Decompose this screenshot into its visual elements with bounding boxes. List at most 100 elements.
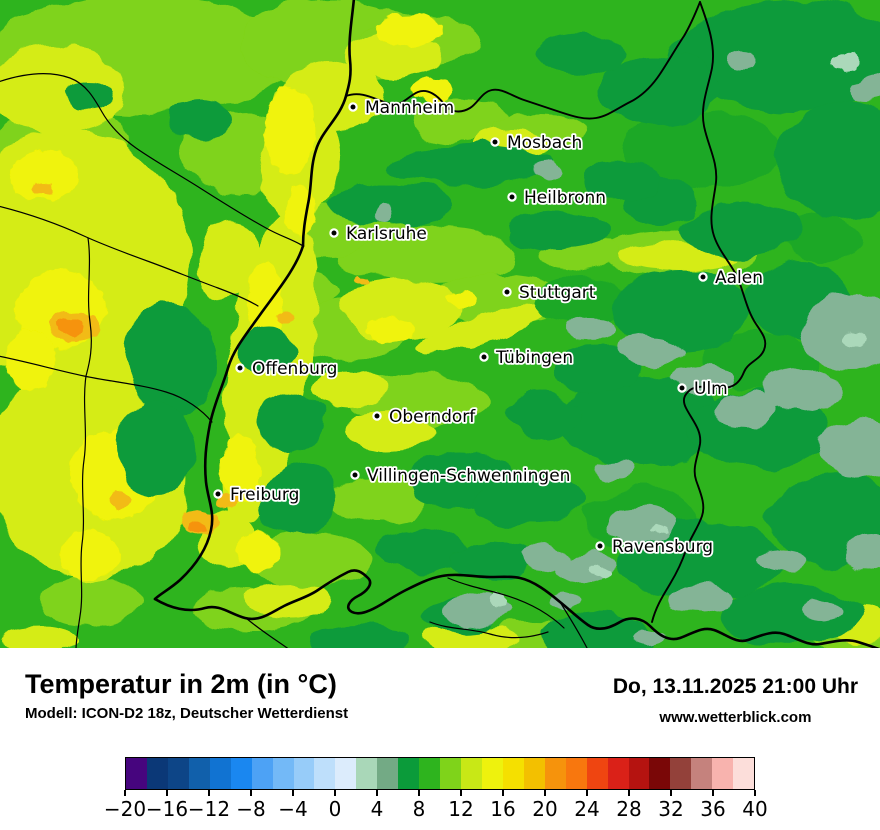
legend-color-segment: [461, 758, 482, 789]
legend-tickmark: [754, 790, 756, 796]
legend-tick-label: −20: [103, 797, 147, 821]
legend-color-segment: [230, 758, 252, 789]
city-label: Ravensburg: [612, 537, 713, 557]
northern-state-border: [345, 1, 701, 120]
french-dept-border-2: [0, 355, 213, 423]
legend-tickmark: [628, 790, 630, 796]
legend-color-segment: [733, 758, 755, 789]
city-dot: [235, 363, 245, 373]
model-subtitle: Modell: ICON-D2 18z, Deutscher Wetterdie…: [25, 705, 349, 723]
city-dot: [348, 102, 358, 112]
forecast-datetime: Do, 13.11.2025 21:00 Uhr: [612, 675, 858, 698]
city-dot: [490, 137, 500, 147]
city-marker-heilbronn: Heilbronn: [507, 186, 608, 210]
city-label: Karlsruhe: [346, 224, 427, 244]
city-dot: [350, 470, 360, 480]
legend-colorbar: [125, 757, 755, 790]
french-dept-border-4: [75, 237, 92, 651]
city-dot: [479, 352, 489, 362]
legend-tick-label: 12: [448, 797, 474, 821]
legend-tickmark: [292, 790, 294, 796]
french-dept-border-3: [0, 73, 304, 247]
legend-tickmark: [670, 790, 672, 796]
swiss-austrian-border: [153, 569, 880, 651]
legend-tickmark: [544, 790, 546, 796]
city-label: Aalen: [715, 268, 763, 288]
legend-color-segment: [398, 758, 420, 789]
legend-tick-label: 4: [370, 797, 384, 821]
title-block: Temperatur in 2m (in °C) Modell: ICON-D2…: [25, 669, 349, 723]
city-marker-ravensburg: Ravensburg: [595, 535, 715, 559]
legend-tickmark: [124, 790, 126, 796]
legend-tickmark: [502, 790, 504, 796]
legend-tick-label: 0: [328, 797, 342, 821]
legend-tick-label: 8: [412, 797, 426, 821]
legend-tickmark: [208, 790, 210, 796]
legend-color-segment: [356, 758, 378, 789]
temp-layer-bright-yellow: [5, 14, 479, 580]
legend-color-segment: [293, 758, 315, 789]
lake-south-shore: [447, 577, 565, 629]
temp-layer-sage: [372, 50, 880, 644]
weather-map: Mannheim Mosbach Heilbronn Karlsruhe Stuttga…: [0, 0, 880, 665]
city-label: Mannheim: [365, 98, 454, 118]
page-title: Temperatur in 2m (in °C): [25, 669, 337, 699]
city-label: Tübingen: [495, 348, 573, 368]
legend-tickmark: [712, 790, 714, 796]
legend-tick-label: 32: [658, 797, 684, 821]
legend-color-segment: [209, 758, 231, 789]
legend-tick-label: 28: [616, 797, 642, 821]
city-dot: [595, 541, 605, 551]
legend-color-segment: [188, 758, 210, 789]
city-marker-freiburg: Freiburg: [213, 483, 301, 507]
legend-color-segment: [502, 758, 524, 789]
city-marker-t-bingen: Tübingen: [479, 346, 575, 370]
legend-tick-label: 36: [700, 797, 726, 821]
city-dot: [677, 383, 687, 393]
temp-layer-warm-spots: [32, 182, 369, 534]
swiss-canton-border-2: [429, 621, 549, 639]
city-dot: [507, 192, 517, 202]
legend-color-segment: [565, 758, 587, 789]
city-label: Stuttgart: [519, 283, 596, 303]
city-dot: [502, 287, 512, 297]
city-label: Freiburg: [230, 485, 299, 505]
legend-color-segment: [377, 758, 399, 789]
website-url: www.wetterblick.com: [659, 709, 812, 726]
swiss-canton-border-3: [559, 601, 589, 651]
legend-tick-label: −16: [145, 797, 189, 821]
legend-color-segment: [712, 758, 734, 789]
temp-layer-pale-sage: [489, 54, 867, 605]
city-label: Oberndorf: [389, 407, 476, 427]
city-marker-oberndorf: Oberndorf: [372, 405, 478, 429]
legend-tick-label: −4: [278, 797, 308, 821]
city-marker-ulm: Ulm: [677, 377, 730, 401]
legend-color-segment: [272, 758, 294, 789]
legend-color-segment: [607, 758, 629, 789]
legend-tick-label: −12: [187, 797, 231, 821]
rhine-border-north: [301, 0, 356, 248]
legend-tick-label: 40: [742, 797, 768, 821]
swiss-canton-border-1: [245, 617, 291, 651]
legend-tickmark: [376, 790, 378, 796]
temp-layer-mid-green: [530, 110, 860, 550]
legend-tick-label: −8: [236, 797, 266, 821]
city-dot: [372, 411, 382, 421]
french-dept-border-1: [0, 205, 259, 307]
legend-color-segment: [523, 758, 545, 789]
legend-color-segment: [335, 758, 357, 789]
legend-color-segment: [481, 758, 503, 789]
legend-tickmark: [166, 790, 168, 796]
legend-color-segment: [251, 758, 273, 789]
legend-color-segment: [126, 758, 147, 789]
legend-tickmark: [334, 790, 336, 796]
legend-color-segment: [691, 758, 713, 789]
city-marker-karlsruhe: Karlsruhe: [329, 222, 429, 246]
legend-color-segment: [419, 758, 441, 789]
french-border: [153, 244, 305, 601]
city-dot: [329, 228, 339, 238]
legend-tick-label: 24: [574, 797, 600, 821]
legend-color-segment: [146, 758, 168, 789]
city-marker-stuttgart: Stuttgart: [502, 281, 598, 305]
city-marker-mannheim: Mannheim: [348, 96, 456, 120]
